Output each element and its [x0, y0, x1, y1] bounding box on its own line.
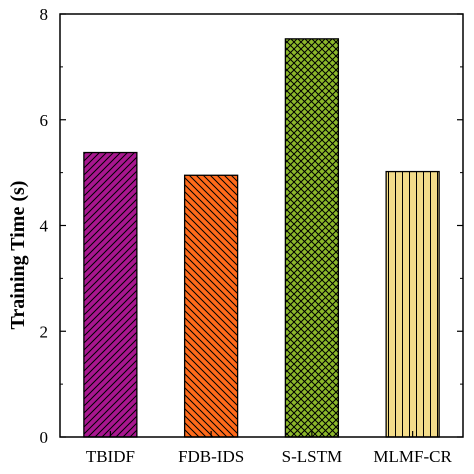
bar-tbidf	[83, 151, 138, 438]
y-tick-label: 0	[40, 428, 49, 447]
bar-s-lstm	[284, 38, 340, 438]
y-tick-label: 4	[40, 217, 49, 236]
bar-fdb-ids	[183, 174, 239, 438]
y-tick-label: 8	[40, 5, 49, 24]
y-axis-title: Training Time (s)	[7, 181, 29, 330]
x-tick-label-fdb-ids: FDB-IDS	[178, 447, 244, 466]
bar-mlmf-cr	[385, 170, 440, 438]
x-tick-label-s-lstm: S-LSTM	[282, 447, 342, 466]
x-tick-label-tbidf: TBIDF	[86, 447, 135, 466]
y-tick-label: 6	[40, 111, 49, 130]
x-tick-label-mlmf-cr: MLMF-CR	[373, 447, 452, 466]
y-tick-label: 2	[40, 322, 49, 341]
